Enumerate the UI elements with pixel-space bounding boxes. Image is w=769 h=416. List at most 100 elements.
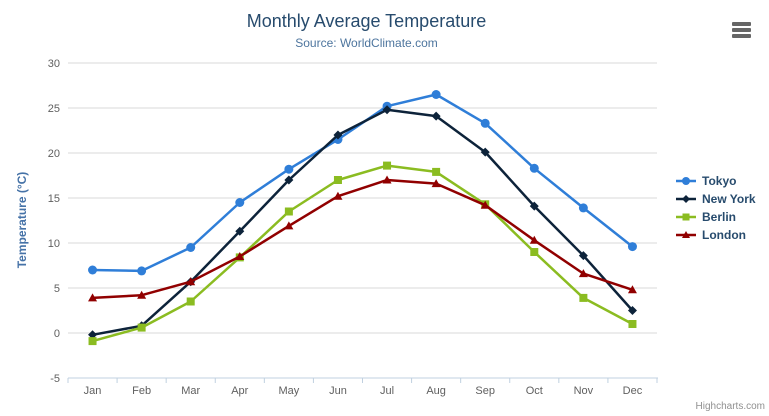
series-line-london (91, 178, 634, 300)
legend-item-berlin[interactable]: Berlin (676, 210, 756, 224)
data-point-london-sep[interactable] (480, 200, 490, 209)
x-axis-label: Mar (181, 385, 200, 397)
legend-label-berlin: Berlin (702, 210, 737, 224)
data-point-new-york-oct[interactable] (529, 201, 539, 211)
data-point-tokyo-jan[interactable] (88, 265, 98, 275)
series-new-york (88, 105, 637, 340)
series-berlin (88, 161, 637, 346)
data-point-tokyo-aug[interactable] (431, 90, 441, 99)
y-axis-label: -5 (50, 373, 60, 385)
data-point-london-may[interactable] (284, 221, 294, 230)
data-point-london-oct[interactable] (529, 235, 539, 244)
data-point-new-york-nov[interactable] (578, 251, 588, 261)
data-point-berlin-jun[interactable] (333, 176, 342, 184)
export-menu-button[interactable] (732, 20, 751, 40)
data-point-tokyo-nov[interactable] (578, 203, 588, 213)
data-point-berlin-feb[interactable] (137, 323, 146, 332)
x-axis-label: Apr (231, 385, 248, 397)
x-axis-label: Dec (623, 385, 643, 397)
gridlines (68, 62, 657, 334)
data-point-tokyo-dec[interactable] (627, 242, 637, 252)
data-point-london-aug[interactable] (431, 179, 441, 188)
data-point-london-jan[interactable] (88, 293, 98, 302)
highcharts-credits-link[interactable]: Highcharts.com (695, 401, 765, 412)
data-point-new-york-apr[interactable] (235, 226, 245, 236)
data-point-london-feb[interactable] (137, 290, 147, 299)
diamond-marker-icon[interactable] (682, 195, 690, 203)
x-axis-label: Jan (84, 385, 102, 397)
x-axis-label: Aug (426, 385, 446, 397)
y-axis-label: 5 (54, 283, 60, 295)
data-point-new-york-sep[interactable] (480, 147, 490, 157)
y-axis-label: 10 (48, 238, 60, 250)
y-axis-label: 20 (48, 148, 60, 160)
data-point-berlin-may[interactable] (284, 207, 293, 216)
data-point-london-nov[interactable] (578, 269, 588, 278)
triangle-marker-icon (676, 231, 696, 238)
data-point-berlin-nov[interactable] (579, 293, 588, 302)
data-point-tokyo-feb[interactable] (137, 266, 147, 276)
circle-marker-icon (676, 177, 696, 185)
data-point-berlin-jan[interactable] (88, 337, 97, 346)
y-axis-label: 0 (54, 328, 60, 340)
data-point-tokyo-apr[interactable] (235, 198, 245, 207)
data-point-new-york-jun[interactable] (333, 130, 343, 140)
legend-item-tokyo[interactable]: Tokyo (676, 174, 756, 188)
series-london (88, 175, 637, 302)
data-point-berlin-dec[interactable] (628, 320, 637, 328)
x-axis-labels: Jan Feb Mar Apr May Jun Jul Aug Sep Oct Nov Dec (84, 385, 643, 397)
legend-label-new-york: New York (702, 192, 756, 206)
series-line-new-york (91, 108, 634, 337)
legend-label-london: London (702, 228, 746, 242)
square-marker-icon (676, 213, 696, 221)
data-point-tokyo-sep[interactable] (480, 118, 490, 128)
data-point-berlin-jul[interactable] (383, 161, 392, 170)
x-axis (67, 377, 658, 383)
data-point-tokyo-may[interactable] (284, 164, 294, 174)
diamond-marker-icon (676, 195, 696, 203)
legend-label-tokyo: Tokyo (702, 174, 737, 188)
data-point-berlin-mar[interactable] (186, 297, 195, 306)
y-axis-label: 15 (48, 193, 60, 205)
x-axis-label: Jul (380, 385, 394, 397)
series-line-tokyo (91, 93, 634, 273)
legend: Tokyo New York Berlin London (676, 174, 756, 242)
data-point-tokyo-mar[interactable] (186, 243, 196, 252)
data-point-berlin-aug[interactable] (432, 167, 441, 176)
y-axis-label: 25 (48, 103, 60, 115)
x-axis-label: Sep (475, 385, 495, 397)
data-point-new-york-aug[interactable] (431, 111, 441, 121)
data-point-new-york-jan[interactable] (88, 330, 98, 340)
data-point-berlin-oct[interactable] (530, 248, 539, 256)
legend-item-new-york[interactable]: New York (676, 192, 756, 206)
legend-item-london[interactable]: London (676, 228, 756, 242)
data-point-new-york-jul[interactable] (382, 105, 392, 115)
data-point-new-york-may[interactable] (284, 175, 294, 185)
hamburger-icon (732, 22, 751, 26)
data-point-london-jun[interactable] (333, 191, 343, 200)
data-point-tokyo-oct[interactable] (529, 163, 539, 173)
chart-title: Monthly Average Temperature (246, 11, 487, 31)
y-axis-title: Temperature (°C) (15, 172, 29, 269)
y-axis-label: 30 (48, 58, 60, 70)
data-point-new-york-dec[interactable] (627, 306, 637, 315)
data-point-london-dec[interactable] (627, 285, 637, 294)
data-point-london-jul[interactable] (382, 175, 392, 184)
x-axis-label: Nov (574, 385, 594, 397)
x-axis-label: Jun (329, 385, 347, 397)
y-axis-labels: -5 0 5 10 15 20 25 30 (48, 58, 60, 385)
data-point-london-apr[interactable] (235, 252, 245, 260)
x-axis-label: Feb (132, 385, 151, 397)
data-point-london-mar[interactable] (186, 277, 196, 286)
x-axis-label: Oct (526, 385, 543, 397)
series-line-berlin (91, 164, 634, 343)
series-group (88, 90, 637, 346)
square-marker-icon[interactable] (682, 213, 690, 221)
circle-marker-icon[interactable] (682, 177, 690, 185)
x-axis-label: May (278, 385, 299, 397)
triangle-marker-icon[interactable] (682, 231, 690, 238)
chart-subtitle: Source: WorldClimate.com (295, 36, 438, 50)
series-tokyo (88, 90, 637, 276)
